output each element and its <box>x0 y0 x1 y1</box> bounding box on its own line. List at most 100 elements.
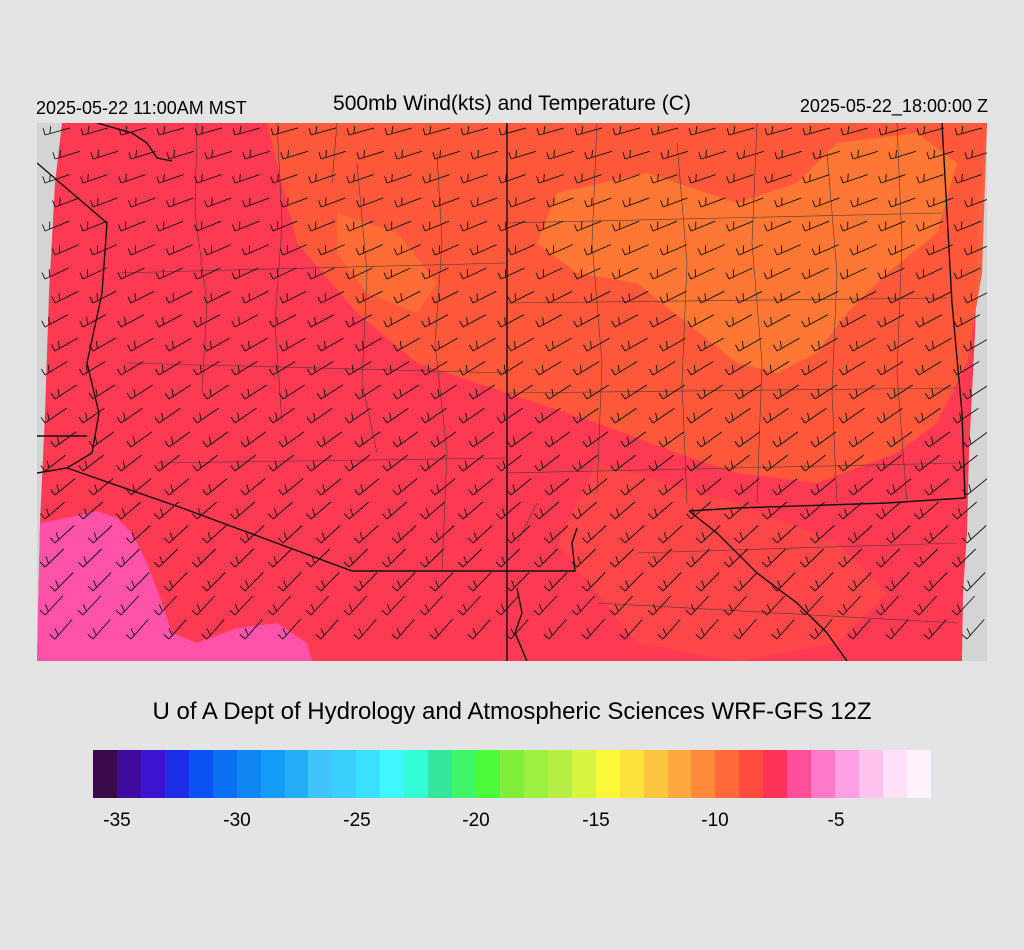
wind-barb <box>116 454 142 472</box>
wind-barb <box>811 337 838 352</box>
color-scale-tick: -20 <box>462 810 490 831</box>
wind-barb <box>810 478 836 496</box>
wind-barb <box>763 220 792 232</box>
wind-barb <box>242 149 270 160</box>
wind-barb <box>685 548 711 568</box>
wind-barb <box>964 197 987 208</box>
wind-barb <box>496 454 522 472</box>
wind-barb <box>192 407 219 424</box>
wind-barb <box>125 619 149 640</box>
wind-barb <box>268 501 293 520</box>
wind-barb <box>155 361 182 376</box>
wind-barb <box>581 572 606 592</box>
wind-barb <box>154 501 179 520</box>
wind-barb <box>885 525 911 544</box>
wind-barb <box>736 149 764 160</box>
wind-barb <box>926 149 954 160</box>
wind-barb <box>877 220 906 232</box>
wind-barb <box>78 501 103 520</box>
wind-barb <box>383 361 410 376</box>
wind-barb <box>772 384 800 400</box>
wind-barb <box>885 572 910 592</box>
wind-barb <box>609 548 635 568</box>
wind-barb <box>154 454 180 472</box>
wind-barb <box>241 337 268 352</box>
wind-barb <box>951 595 976 616</box>
wind-barb <box>116 407 143 424</box>
wind-barb <box>877 361 904 376</box>
wind-barb <box>193 267 221 280</box>
wind-barb <box>307 267 335 280</box>
wind-barb <box>394 197 422 208</box>
wind-barb <box>619 619 643 640</box>
map-title: 500mb Wind(kts) and Temperature (C) <box>333 92 691 115</box>
wind-barb <box>229 595 254 616</box>
wind-barb <box>497 314 525 328</box>
wind-barb <box>916 126 945 136</box>
wind-barb <box>952 501 977 520</box>
wind-barb <box>620 431 647 448</box>
wind-barb <box>660 149 688 160</box>
wind-barb <box>660 197 688 208</box>
wind-barb <box>116 501 141 520</box>
color-scale-tick: -30 <box>223 810 251 831</box>
color-swatch <box>236 750 261 798</box>
wind-barb <box>241 244 269 256</box>
wind-barb <box>125 572 150 592</box>
wind-barb <box>383 314 411 328</box>
wind-barb <box>659 244 687 256</box>
wind-barb <box>459 361 486 376</box>
color-swatch <box>212 750 237 798</box>
wind-barb <box>278 384 306 400</box>
wind-barb <box>696 384 724 400</box>
wind-barb <box>155 220 184 232</box>
wind-barb <box>346 126 375 136</box>
wind-barb <box>875 548 901 568</box>
wind-barb <box>40 454 66 472</box>
wind-barb <box>687 314 715 328</box>
wind-barb <box>572 501 597 520</box>
wind-barb <box>431 337 458 352</box>
wind-barb <box>544 478 570 496</box>
county-boundaries <box>116 123 963 624</box>
wind-barb <box>612 126 641 136</box>
wind-barb <box>49 619 73 640</box>
wind-barb <box>421 267 449 280</box>
wind-barb <box>698 197 726 208</box>
wind-barb <box>724 454 750 472</box>
wind-barb <box>41 267 69 280</box>
wind-barb <box>156 126 185 136</box>
wind-barb <box>877 267 905 280</box>
wind-barb <box>698 149 726 160</box>
wind-barb <box>773 290 801 304</box>
wind-barb <box>647 548 673 568</box>
wind-barb <box>961 525 987 544</box>
wind-barb <box>77 548 103 568</box>
wind-barb <box>506 384 534 400</box>
wind-barb <box>308 173 336 184</box>
wind-barb <box>687 267 715 280</box>
wind-barb <box>392 431 419 448</box>
wind-barb <box>383 220 412 232</box>
warm-zone-south <box>557 463 887 661</box>
wind-barb <box>726 126 755 136</box>
wind-barb <box>497 361 524 376</box>
wind-barb <box>458 501 483 520</box>
wind-barb <box>838 454 864 472</box>
wind-barb <box>584 149 612 160</box>
wind-barb <box>306 407 333 424</box>
wind-barb <box>194 126 223 136</box>
wind-barb <box>165 337 192 352</box>
wind-barb <box>420 407 447 424</box>
wind-barb <box>546 149 574 160</box>
wind-barb <box>115 548 141 568</box>
wind-barb <box>734 478 760 496</box>
wind-barb <box>724 407 751 424</box>
wind-barb <box>191 595 216 616</box>
wind-barb <box>128 197 156 208</box>
wind-barb <box>914 407 941 424</box>
wind-barb <box>799 595 824 616</box>
color-swatch <box>787 750 812 798</box>
wind-barb <box>459 267 487 280</box>
wind-barb <box>382 407 409 424</box>
